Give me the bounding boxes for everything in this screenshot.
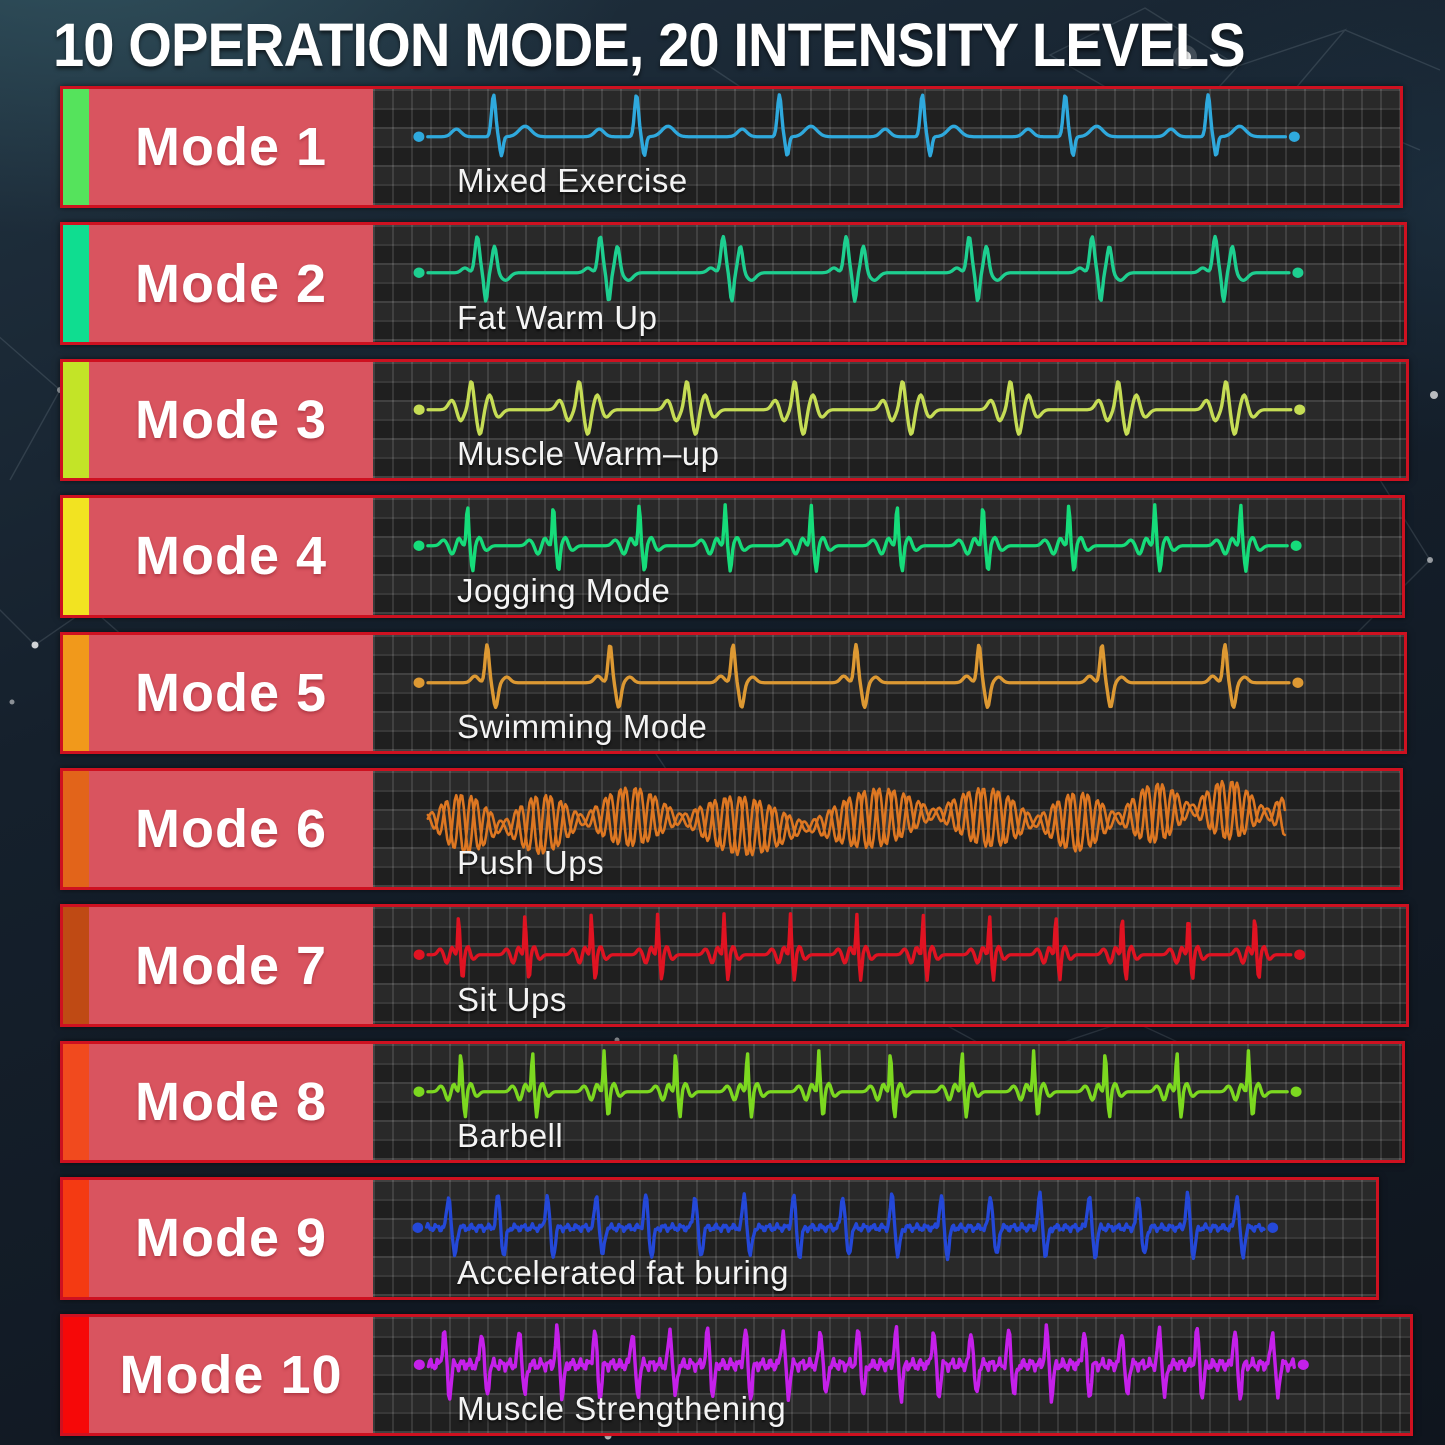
mode-label: Mode 10 [119, 1344, 343, 1405]
mode-description: Muscle Strengthening [457, 1390, 787, 1428]
mode-row: Mode 6 Push Ups [60, 768, 1403, 891]
mode-label: Mode 8 [134, 1072, 328, 1133]
mode-label-box: Mode 2 [89, 225, 373, 341]
waveform-graphic [413, 93, 1300, 158]
mode-description: Fat Warm Up [457, 298, 658, 336]
mode-label: Mode 7 [134, 935, 328, 996]
mode-description: Accelerated fat buring [457, 1253, 790, 1291]
mode-label-box: Mode 7 [89, 907, 373, 1023]
mode-row: Mode 1 Mixed Exercise [60, 86, 1403, 209]
waveform-graphic [413, 503, 1302, 574]
mode-label-box: Mode 5 [89, 635, 373, 751]
mode-description: Mixed Exercise [457, 162, 688, 200]
mode-label: Mode 1 [134, 117, 328, 178]
mode-label-box: Mode 4 [89, 498, 373, 614]
mode-description: Jogging Mode [457, 571, 671, 609]
mode-description: Swimming Mode [457, 708, 708, 746]
mode-row: Mode 7 Sit Ups [60, 904, 1409, 1027]
mode-label-box: Mode 3 [89, 362, 373, 478]
waveform-graphic [413, 235, 1304, 304]
waveform-panel: Barbell [373, 1043, 1402, 1161]
mode-row: Mode 4 Jogging Mode [60, 495, 1405, 618]
waveform-graphic [413, 1322, 1309, 1404]
mode-row: Mode 8 Barbell [60, 1040, 1405, 1164]
waveform-panel: Sit Ups [373, 907, 1406, 1024]
waveform-panel: Jogging Mode [373, 498, 1402, 615]
waveform-graphic [413, 642, 1304, 709]
waveform-graphic [413, 380, 1306, 436]
mode-row: Mode 9 Accelerated fat buring [60, 1177, 1379, 1300]
waveform-graphic [413, 912, 1306, 983]
mode-label: Mode 6 [134, 799, 328, 860]
intensity-stripe [63, 89, 89, 206]
waveform-panel: Mixed Exercise [373, 89, 1400, 206]
waveform-panel: Swimming Mode [373, 634, 1404, 752]
mode-row: Mode 5 Swimming Mode [60, 631, 1407, 755]
intensity-stripe [63, 771, 89, 888]
mode-label-box: Mode 10 [89, 1317, 373, 1433]
intensity-stripe [63, 1043, 89, 1161]
intensity-stripe [63, 907, 89, 1024]
mode-description: Push Ups [457, 844, 605, 882]
waveform-graphic [412, 1190, 1279, 1262]
waveform-panel: Muscle Warm–up [373, 361, 1406, 479]
intensity-stripe [63, 1180, 89, 1297]
intensity-stripe [63, 498, 89, 615]
mode-row: Mode 2 Fat Warm Up [60, 222, 1407, 345]
mode-label: Mode 4 [134, 526, 328, 587]
waveform-panel: Fat Warm Up [373, 225, 1404, 342]
intensity-stripe [63, 634, 89, 752]
waveform-graphic [426, 779, 1287, 857]
mode-label: Mode 5 [134, 662, 328, 723]
page-title: 10 OPERATION MODE, 20 INTENSITY LEVELS [53, 11, 1246, 79]
waveform-panel: Muscle Strengthening [373, 1316, 1410, 1434]
mode-description: Sit Ups [457, 980, 567, 1018]
intensity-stripe [63, 361, 89, 479]
mode-label-box: Mode 9 [89, 1180, 373, 1296]
mode-label: Mode 9 [134, 1208, 328, 1269]
intensity-stripe [63, 225, 89, 342]
mode-label: Mode 3 [134, 390, 328, 451]
mode-description: Muscle Warm–up [457, 435, 720, 473]
intensity-stripe [63, 1316, 89, 1434]
mode-row: Mode 10 Muscle Strengthening [60, 1313, 1413, 1437]
mode-label-box: Mode 1 [89, 89, 373, 205]
mode-label: Mode 2 [134, 253, 328, 314]
mode-description: Barbell [457, 1117, 564, 1155]
waveform-panel: Accelerated fat buring [373, 1180, 1376, 1297]
mode-row: Mode 3 Muscle Warm–up [60, 358, 1409, 482]
mode-label-box: Mode 8 [89, 1044, 373, 1160]
waveform-panel: Push Ups [373, 771, 1400, 888]
mode-label-box: Mode 6 [89, 771, 373, 887]
mode-list: Mode 1 Mixed Exercise Mode 2 Fat Warm Up… [60, 86, 1415, 1437]
waveform-graphic [413, 1048, 1302, 1119]
